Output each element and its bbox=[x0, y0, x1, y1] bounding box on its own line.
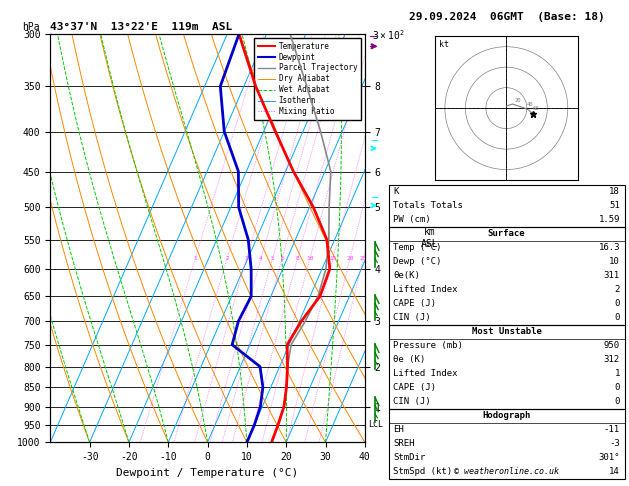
Text: kt: kt bbox=[439, 40, 448, 49]
Text: 20: 20 bbox=[346, 256, 353, 261]
Text: 10: 10 bbox=[306, 256, 314, 261]
Text: CIN (J): CIN (J) bbox=[394, 397, 431, 406]
Text: 0: 0 bbox=[615, 313, 620, 322]
Text: 43°37'N  13°22'E  119m  ASL: 43°37'N 13°22'E 119m ASL bbox=[50, 22, 233, 32]
Text: θe(K): θe(K) bbox=[394, 271, 420, 280]
Text: 14: 14 bbox=[609, 467, 620, 476]
Text: CIN (J): CIN (J) bbox=[394, 313, 431, 322]
Text: Most Unstable: Most Unstable bbox=[472, 327, 542, 336]
X-axis label: Dewpoint / Temperature (°C): Dewpoint / Temperature (°C) bbox=[116, 468, 299, 478]
Text: 10: 10 bbox=[609, 257, 620, 266]
Text: LCL: LCL bbox=[368, 420, 383, 429]
Text: CAPE (J): CAPE (J) bbox=[394, 383, 437, 392]
Text: 18: 18 bbox=[609, 187, 620, 196]
Text: 25: 25 bbox=[360, 256, 367, 261]
Text: © weatheronline.co.uk: © weatheronline.co.uk bbox=[454, 467, 559, 476]
Text: 301°: 301° bbox=[598, 453, 620, 462]
Text: 311: 311 bbox=[604, 271, 620, 280]
Text: CAPE (J): CAPE (J) bbox=[394, 299, 437, 308]
Text: -11: -11 bbox=[604, 425, 620, 434]
Text: 1.59: 1.59 bbox=[598, 215, 620, 224]
Text: Dewp (°C): Dewp (°C) bbox=[394, 257, 442, 266]
Text: 1: 1 bbox=[615, 369, 620, 378]
Text: 950: 950 bbox=[604, 341, 620, 350]
Text: Hodograph: Hodograph bbox=[482, 411, 531, 420]
Legend: Temperature, Dewpoint, Parcel Trajectory, Dry Adiabat, Wet Adiabat, Isotherm, Mi: Temperature, Dewpoint, Parcel Trajectory… bbox=[254, 38, 361, 120]
Text: 0: 0 bbox=[615, 299, 620, 308]
Text: 312: 312 bbox=[604, 355, 620, 364]
Text: PW (cm): PW (cm) bbox=[394, 215, 431, 224]
Text: 1: 1 bbox=[193, 256, 197, 261]
Text: 8: 8 bbox=[296, 256, 299, 261]
Bar bbox=[389, 409, 625, 479]
Text: 6: 6 bbox=[281, 256, 284, 261]
Text: 15: 15 bbox=[330, 256, 337, 261]
Y-axis label: km
ASL: km ASL bbox=[421, 227, 439, 249]
Bar bbox=[389, 226, 625, 325]
Text: Temp (°C): Temp (°C) bbox=[394, 243, 442, 252]
Text: 40: 40 bbox=[527, 102, 533, 107]
Text: EH: EH bbox=[394, 425, 404, 434]
Text: Lifted Index: Lifted Index bbox=[394, 285, 458, 294]
Text: 2: 2 bbox=[225, 256, 229, 261]
Text: SREH: SREH bbox=[394, 439, 415, 448]
Text: Pressure (mb): Pressure (mb) bbox=[394, 341, 464, 350]
Text: 29.09.2024  06GMT  (Base: 18): 29.09.2024 06GMT (Base: 18) bbox=[409, 12, 604, 22]
Text: Lifted Index: Lifted Index bbox=[394, 369, 458, 378]
Text: 4: 4 bbox=[259, 256, 263, 261]
Bar bbox=[389, 185, 625, 226]
Text: StmDir: StmDir bbox=[394, 453, 426, 462]
Text: 20: 20 bbox=[515, 98, 521, 103]
Text: -3: -3 bbox=[609, 439, 620, 448]
Bar bbox=[389, 325, 625, 409]
Text: StmSpd (kt): StmSpd (kt) bbox=[394, 467, 452, 476]
Text: 16.3: 16.3 bbox=[598, 243, 620, 252]
Text: 0: 0 bbox=[615, 397, 620, 406]
Text: Surface: Surface bbox=[488, 229, 525, 238]
Text: Totals Totals: Totals Totals bbox=[394, 201, 464, 210]
Text: 51: 51 bbox=[609, 201, 620, 210]
Text: θe (K): θe (K) bbox=[394, 355, 426, 364]
Text: 5: 5 bbox=[270, 256, 274, 261]
Text: K: K bbox=[394, 187, 399, 196]
Text: 3: 3 bbox=[245, 256, 248, 261]
Text: 0: 0 bbox=[615, 383, 620, 392]
Text: 60: 60 bbox=[533, 106, 540, 111]
Text: hPa: hPa bbox=[22, 22, 40, 32]
Text: 2: 2 bbox=[615, 285, 620, 294]
